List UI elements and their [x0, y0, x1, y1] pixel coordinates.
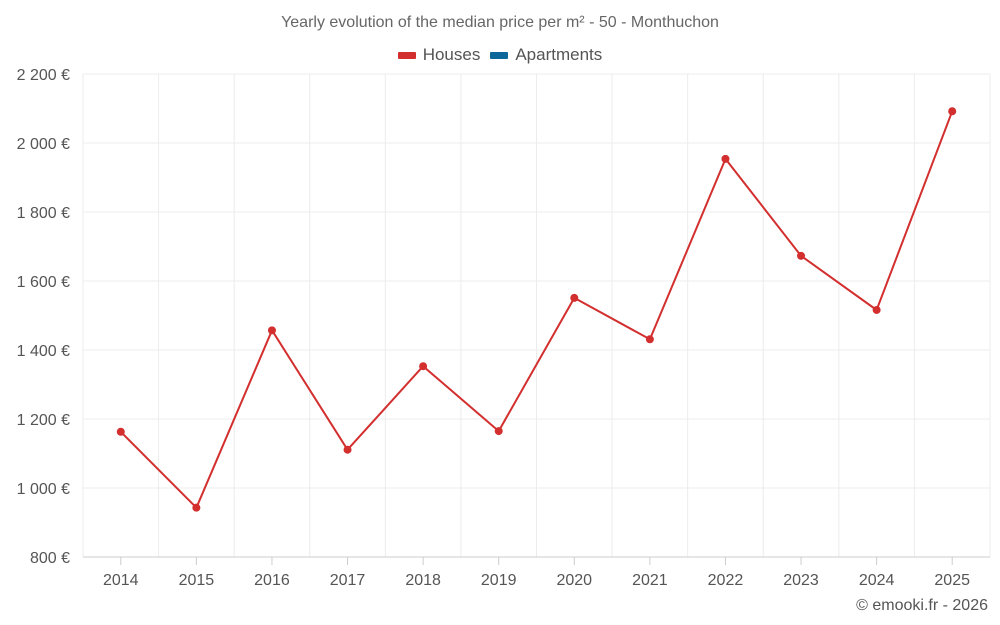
- x-tick-label: 2015: [179, 572, 215, 589]
- x-tick-label: 2014: [103, 572, 139, 589]
- data-point-houses: [872, 305, 881, 314]
- data-point-houses: [192, 503, 201, 512]
- x-tick-label: 2017: [330, 572, 366, 589]
- legend-label-houses: Houses: [422, 45, 481, 64]
- y-tick-label: 1 200 €: [17, 412, 70, 429]
- y-tick-label: 2 200 €: [17, 67, 70, 84]
- legend-item-apartments[interactable]: Apartments: [490, 45, 602, 65]
- chart-title: Yearly evolution of the median price per…: [281, 14, 719, 31]
- x-tick-label: 2019: [481, 572, 517, 589]
- legend-item-houses[interactable]: Houses: [397, 45, 481, 65]
- legend-swatch-apartments: [490, 51, 509, 59]
- x-tick-label: 2021: [632, 572, 668, 589]
- x-tick-label: 2025: [934, 572, 970, 589]
- x-tick-label: 2022: [708, 572, 744, 589]
- y-tick-label: 1 400 €: [17, 343, 70, 360]
- y-tick-label: 800 €: [30, 550, 70, 567]
- data-point-houses: [721, 154, 730, 163]
- data-point-houses: [116, 427, 125, 436]
- y-tick-label: 2 000 €: [17, 136, 70, 153]
- x-tick-label: 2020: [556, 572, 592, 589]
- data-point-houses: [343, 445, 352, 454]
- data-point-houses: [570, 293, 579, 302]
- legend-swatch-houses: [397, 51, 416, 59]
- data-point-houses: [419, 362, 428, 371]
- x-tick-label: 2018: [405, 572, 441, 589]
- x-tick-label: 2024: [859, 572, 895, 589]
- legend-label-apartments: Apartments: [515, 45, 603, 64]
- x-tick-label: 2023: [783, 572, 819, 589]
- x-tick-label: 2016: [254, 572, 290, 589]
- legend: Houses Apartments: [0, 45, 1000, 65]
- y-tick-label: 1 600 €: [17, 274, 70, 291]
- data-point-houses: [267, 326, 276, 335]
- data-point-houses: [645, 335, 654, 344]
- credit-text: © emooki.fr - 2026: [856, 597, 988, 614]
- data-point-houses: [797, 251, 806, 260]
- y-tick-label: 1 800 €: [17, 205, 70, 222]
- y-tick-label: 1 000 €: [17, 481, 70, 498]
- series-line-houses: [119, 110, 954, 509]
- data-point-houses: [494, 427, 503, 436]
- data-point-houses: [948, 107, 957, 116]
